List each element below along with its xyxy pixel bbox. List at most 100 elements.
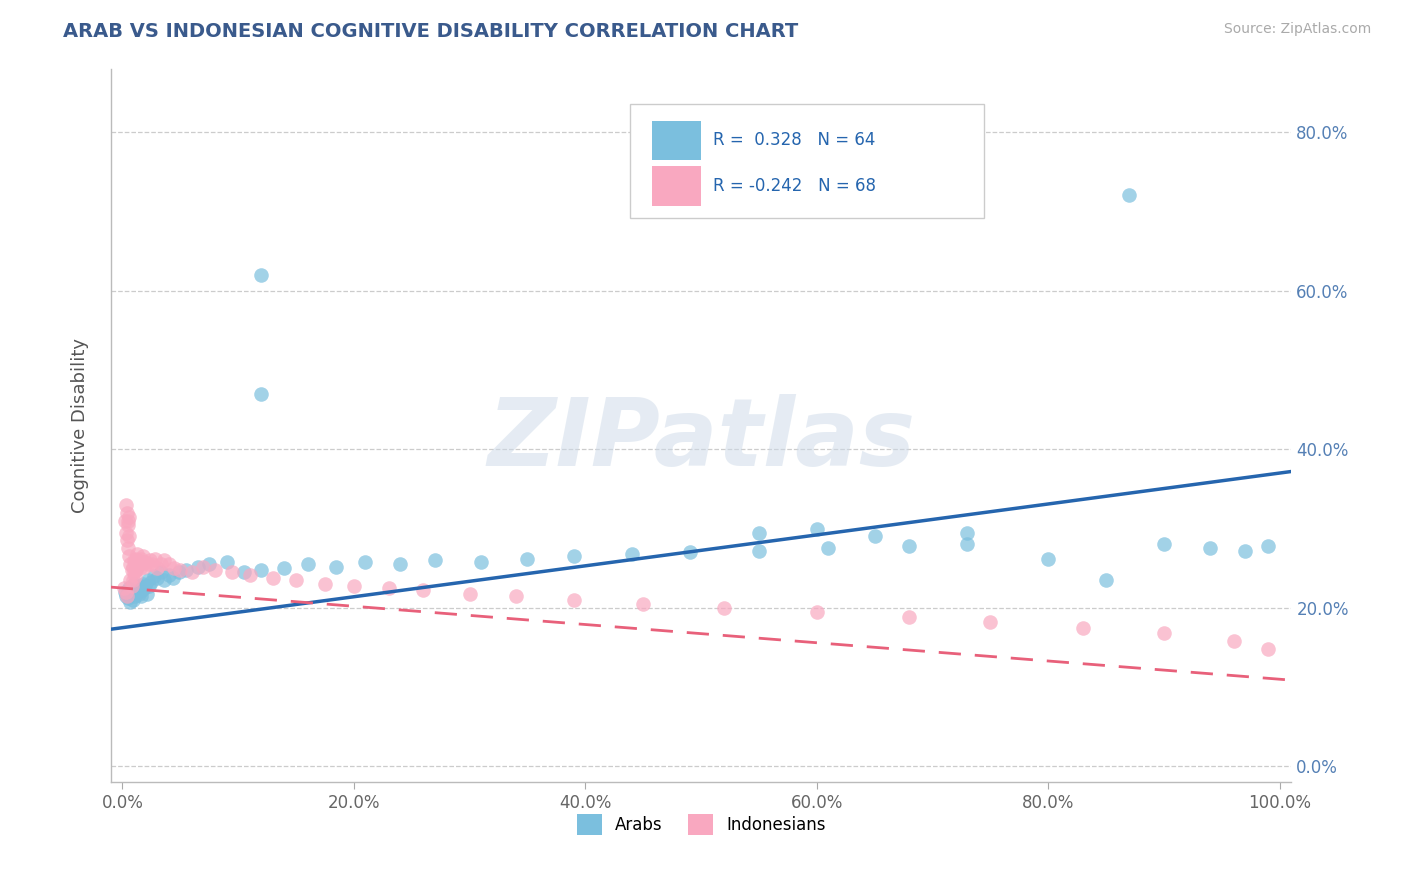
- Point: [121, 559, 143, 574]
- Text: R =  0.328   N = 64: R = 0.328 N = 64: [713, 131, 876, 149]
- Point: [232, 565, 254, 579]
- Point: [115, 533, 138, 548]
- Point: [115, 506, 138, 520]
- Point: [122, 565, 145, 579]
- Point: [198, 558, 221, 572]
- Point: [250, 386, 273, 401]
- Point: [631, 597, 654, 611]
- Point: [221, 565, 243, 579]
- Point: [127, 581, 149, 595]
- Point: [125, 585, 148, 599]
- Point: [1038, 551, 1060, 566]
- Point: [377, 581, 399, 595]
- Point: [118, 509, 141, 524]
- Point: [250, 563, 273, 577]
- Point: [412, 583, 434, 598]
- FancyBboxPatch shape: [651, 120, 702, 160]
- Point: [121, 573, 143, 587]
- Point: [142, 569, 165, 583]
- Text: Source: ZipAtlas.com: Source: ZipAtlas.com: [1223, 22, 1371, 37]
- Point: [343, 579, 366, 593]
- Point: [898, 539, 921, 553]
- Point: [748, 543, 770, 558]
- Point: [146, 561, 169, 575]
- Text: ARAB VS INDONESIAN COGNITIVE DISABILITY CORRELATION CHART: ARAB VS INDONESIAN COGNITIVE DISABILITY …: [63, 22, 799, 41]
- Point: [117, 541, 139, 556]
- Legend: Arabs, Indonesians: Arabs, Indonesians: [576, 814, 825, 835]
- Point: [118, 529, 141, 543]
- Point: [423, 553, 446, 567]
- Point: [167, 565, 190, 579]
- Point: [117, 514, 139, 528]
- Point: [863, 529, 886, 543]
- Point: [562, 593, 585, 607]
- Point: [325, 559, 347, 574]
- Point: [128, 586, 150, 600]
- Point: [127, 559, 149, 574]
- Point: [157, 558, 180, 572]
- Point: [389, 558, 412, 572]
- Point: [118, 581, 141, 595]
- Point: [806, 605, 828, 619]
- Point: [139, 553, 162, 567]
- Point: [128, 558, 150, 572]
- Point: [122, 577, 145, 591]
- Point: [134, 579, 156, 593]
- Point: [124, 589, 146, 603]
- Point: [1222, 634, 1244, 648]
- Point: [149, 558, 172, 572]
- Y-axis label: Cognitive Disability: Cognitive Disability: [72, 338, 89, 513]
- Point: [516, 551, 538, 566]
- Point: [1118, 188, 1140, 202]
- Point: [136, 558, 159, 572]
- FancyBboxPatch shape: [651, 166, 702, 205]
- Point: [114, 514, 136, 528]
- Point: [314, 577, 336, 591]
- Point: [169, 563, 191, 577]
- Point: [128, 561, 150, 575]
- Point: [114, 585, 136, 599]
- Point: [262, 571, 284, 585]
- Point: [157, 567, 180, 582]
- Point: [135, 586, 157, 600]
- Point: [132, 577, 155, 591]
- Point: [134, 559, 156, 574]
- Point: [128, 579, 150, 593]
- Point: [204, 563, 226, 577]
- Point: [285, 573, 308, 587]
- Point: [129, 551, 152, 566]
- Point: [118, 549, 141, 564]
- Point: [132, 549, 155, 564]
- Point: [138, 579, 160, 593]
- Point: [117, 591, 139, 606]
- Point: [1153, 626, 1175, 640]
- Point: [505, 589, 527, 603]
- Point: [239, 567, 262, 582]
- Point: [162, 571, 184, 585]
- Point: [956, 525, 979, 540]
- Point: [121, 593, 143, 607]
- Point: [115, 589, 138, 603]
- Point: [121, 579, 143, 593]
- Point: [114, 585, 136, 599]
- Point: [114, 498, 136, 512]
- Point: [1153, 537, 1175, 551]
- Point: [250, 268, 273, 282]
- Point: [678, 545, 700, 559]
- Point: [1071, 621, 1094, 635]
- Point: [979, 615, 1001, 629]
- Point: [748, 525, 770, 540]
- Point: [149, 565, 172, 579]
- Point: [562, 549, 585, 564]
- Point: [134, 555, 156, 569]
- Point: [131, 555, 153, 569]
- Point: [1095, 573, 1118, 587]
- Point: [187, 559, 209, 574]
- Point: [458, 586, 481, 600]
- Point: [112, 581, 135, 595]
- Point: [273, 561, 295, 575]
- Point: [817, 541, 839, 556]
- Point: [1257, 539, 1279, 553]
- Point: [1234, 543, 1257, 558]
- Point: [153, 553, 176, 567]
